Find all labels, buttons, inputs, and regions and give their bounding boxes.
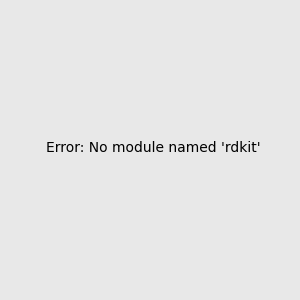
Text: Error: No module named 'rdkit': Error: No module named 'rdkit' bbox=[46, 140, 261, 154]
